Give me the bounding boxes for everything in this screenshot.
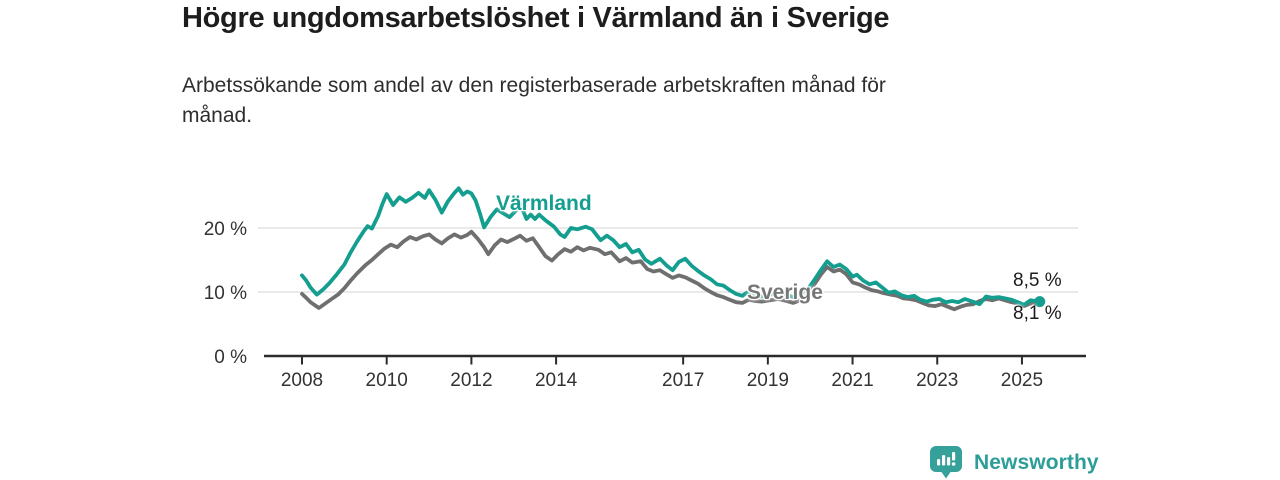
x-axis-tick-label: 2017	[662, 370, 704, 391]
newsworthy-logo-text: Newsworthy	[974, 450, 1099, 474]
sverige-end-value: 8,1 %	[1013, 303, 1062, 324]
newsworthy-logo: Newsworthy	[928, 445, 1099, 480]
x-axis-tick-label: 2008	[281, 370, 323, 391]
x-axis-tick-label: 2014	[535, 370, 578, 391]
sverige-series-label: Sverige	[747, 281, 823, 304]
x-axis-tick-label: 2025	[1001, 370, 1043, 391]
varmland-series-label: Värmland	[496, 192, 592, 215]
y-axis-tick-label: 0 %	[214, 347, 247, 368]
x-axis-tick-label: 2012	[450, 370, 492, 391]
x-axis-tick-label: 2010	[366, 370, 408, 391]
bar-chart-pin-icon	[930, 446, 962, 479]
chart-title: Högre ungdomsarbetslöshet i Värmland än …	[182, 2, 890, 34]
x-axis-tick-label: 2023	[916, 370, 958, 391]
vrmland-line	[300, 186, 1042, 307]
varmland-end-value: 8,5 %	[1013, 270, 1062, 291]
y-axis-tick-label: 10 %	[204, 283, 247, 304]
series-end-dot	[1034, 296, 1046, 308]
chart-subtitle: Arbetssökande som andel av den registerb…	[182, 74, 886, 127]
y-axis-tick-label: 20 %	[204, 219, 247, 240]
x-axis-tick-label: 2021	[831, 370, 873, 391]
sverige-line	[300, 229, 1042, 312]
x-axis-tick-label: 2019	[747, 370, 789, 391]
